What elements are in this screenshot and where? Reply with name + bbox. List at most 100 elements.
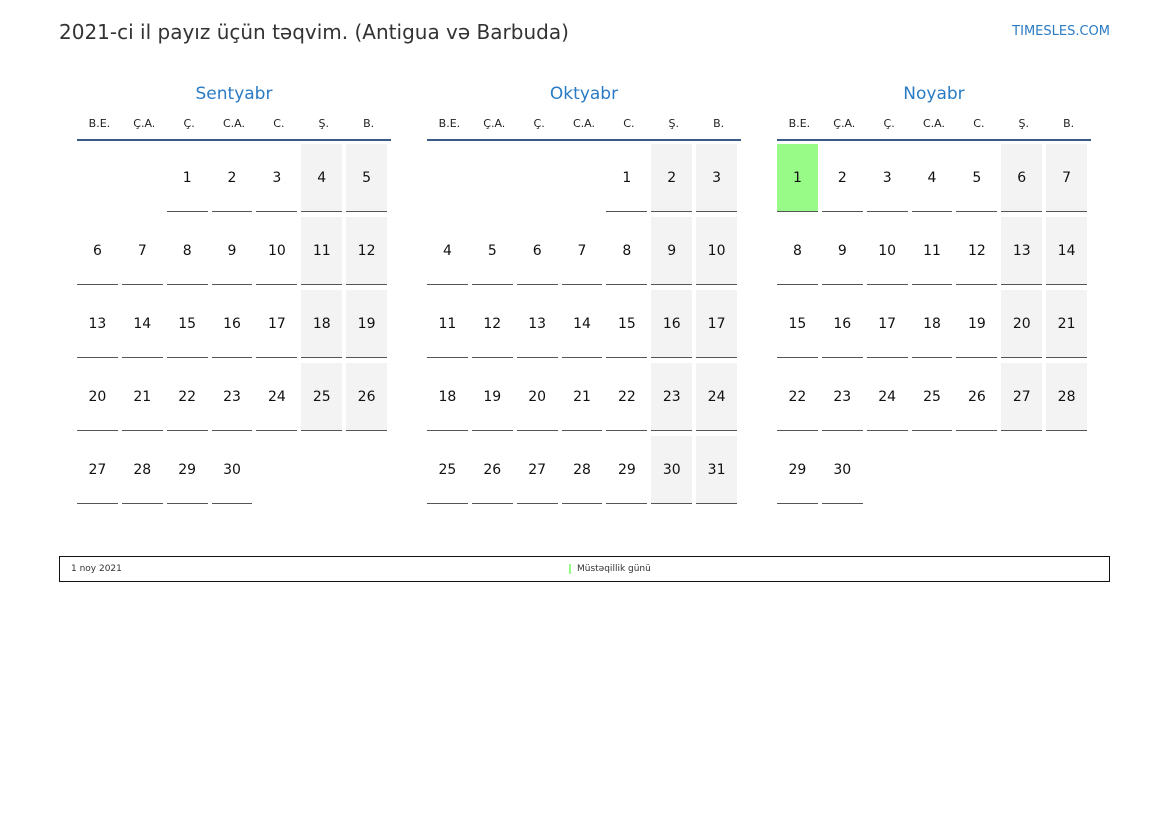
day-cell[interactable]: 28 [121, 436, 163, 504]
day-cell[interactable]: 7 [121, 217, 163, 285]
day-cell[interactable]: 19 [346, 290, 388, 358]
day-cell[interactable]: 15 [777, 290, 818, 358]
brand-link[interactable]: TIMESLES.COM [1012, 24, 1110, 39]
day-cell[interactable]: 11 [911, 217, 953, 285]
day-cell[interactable]: 15 [606, 290, 648, 358]
day-cell[interactable]: 5 [956, 144, 998, 212]
day-cell[interactable]: 23 [651, 363, 693, 431]
day-cell[interactable]: 13 [516, 290, 558, 358]
day-cell[interactable]: 8 [606, 217, 648, 285]
empty-cell [122, 144, 163, 212]
day-cell[interactable]: 30 [651, 436, 693, 504]
day-cell[interactable]: 31 [696, 436, 738, 504]
day-cell[interactable]: 17 [256, 290, 298, 358]
day-cell[interactable]: 14 [1046, 217, 1088, 285]
day-cell[interactable]: 24 [256, 363, 298, 431]
day-cell[interactable]: 25 [911, 363, 953, 431]
day-cell[interactable]: 16 [651, 290, 693, 358]
day-cell[interactable]: 2 [821, 144, 863, 212]
empty-cell [77, 144, 118, 212]
day-cell[interactable]: 28 [561, 436, 603, 504]
day-cell[interactable]: 20 [77, 363, 118, 431]
day-cell[interactable]: 13 [77, 290, 118, 358]
day-cell[interactable]: 10 [866, 217, 908, 285]
day-cell[interactable]: 2 [211, 144, 253, 212]
day-cell[interactable]: 26 [471, 436, 513, 504]
day-cell[interactable]: 16 [211, 290, 253, 358]
day-cell[interactable]: 26 [956, 363, 998, 431]
day-cell[interactable]: 20 [516, 363, 558, 431]
day-cell[interactable]: 26 [346, 363, 388, 431]
day-cell[interactable]: 30 [211, 436, 253, 504]
day-cell[interactable]: 1 [606, 144, 648, 212]
day-cell[interactable]: 8 [166, 217, 208, 285]
day-cell[interactable]: 29 [606, 436, 648, 504]
day-cell[interactable]: 14 [561, 290, 603, 358]
day-cell[interactable]: 10 [696, 217, 738, 285]
day-cell[interactable]: 5 [471, 217, 513, 285]
day-cell[interactable]: 21 [121, 363, 163, 431]
day-cell[interactable]: 19 [956, 290, 998, 358]
day-cell[interactable]: 22 [777, 363, 818, 431]
weekday-label: C. [973, 117, 985, 130]
day-cell[interactable]: 3 [866, 144, 908, 212]
day-cell[interactable]: 16 [821, 290, 863, 358]
day-cell[interactable]: 22 [606, 363, 648, 431]
day-cell[interactable]: 3 [256, 144, 298, 212]
day-cell[interactable]: 6 [1001, 144, 1043, 212]
week-row: 15 16 17 18 19 20 21 [777, 290, 1091, 363]
week-row: 20 21 22 23 24 25 26 [77, 363, 391, 436]
day-cell[interactable]: 27 [77, 436, 118, 504]
day-cell[interactable]: 18 [427, 363, 468, 431]
day-cell[interactable]: 21 [561, 363, 603, 431]
day-cell[interactable]: 12 [346, 217, 388, 285]
day-cell[interactable]: 22 [166, 363, 208, 431]
day-cell[interactable]: 6 [516, 217, 558, 285]
day-cell[interactable]: 7 [561, 217, 603, 285]
day-cell[interactable]: 6 [77, 217, 118, 285]
day-cell[interactable]: 23 [211, 363, 253, 431]
day-cell[interactable]: 19 [471, 363, 513, 431]
day-cell[interactable]: 24 [866, 363, 908, 431]
day-cell[interactable]: 29 [166, 436, 208, 504]
day-cell[interactable]: 18 [301, 290, 343, 358]
day-cell[interactable]: 1 [777, 144, 818, 212]
day-cell[interactable]: 2 [651, 144, 693, 212]
day-cell[interactable]: 8 [777, 217, 818, 285]
day-cell[interactable]: 9 [651, 217, 693, 285]
day-cell[interactable]: 28 [1046, 363, 1088, 431]
day-cell[interactable]: 1 [166, 144, 208, 212]
day-cell[interactable]: 11 [427, 290, 468, 358]
day-cell[interactable]: 11 [301, 217, 343, 285]
day-cell[interactable]: 12 [956, 217, 998, 285]
weekday-label: C. [273, 117, 285, 130]
day-cell[interactable]: 9 [821, 217, 863, 285]
day-cell[interactable]: 21 [1046, 290, 1088, 358]
day-cell[interactable]: 13 [1001, 217, 1043, 285]
day-cell[interactable]: 4 [301, 144, 343, 212]
weekday-label: B.E. [438, 117, 461, 130]
day-cell[interactable]: 20 [1001, 290, 1043, 358]
day-cell[interactable]: 7 [1046, 144, 1088, 212]
day-cell[interactable]: 24 [696, 363, 738, 431]
day-cell[interactable]: 9 [211, 217, 253, 285]
day-cell[interactable]: 30 [821, 436, 863, 504]
day-cell[interactable]: 12 [471, 290, 513, 358]
day-cell[interactable]: 29 [777, 436, 818, 504]
day-cell[interactable]: 3 [696, 144, 738, 212]
day-cell[interactable]: 14 [121, 290, 163, 358]
day-cell[interactable]: 27 [516, 436, 558, 504]
day-cell[interactable]: 17 [866, 290, 908, 358]
day-cell[interactable]: 5 [346, 144, 388, 212]
day-cell[interactable]: 18 [911, 290, 953, 358]
day-cell[interactable]: 4 [911, 144, 953, 212]
day-cell[interactable]: 23 [821, 363, 863, 431]
day-cell[interactable]: 4 [427, 217, 468, 285]
empty-cell [956, 436, 997, 504]
day-cell[interactable]: 15 [166, 290, 208, 358]
day-cell[interactable]: 27 [1001, 363, 1043, 431]
day-cell[interactable]: 25 [427, 436, 468, 504]
day-cell[interactable]: 17 [696, 290, 738, 358]
day-cell[interactable]: 25 [301, 363, 343, 431]
day-cell[interactable]: 10 [256, 217, 298, 285]
